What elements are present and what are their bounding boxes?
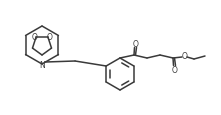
Text: N: N: [39, 60, 45, 69]
Text: O: O: [133, 40, 138, 49]
Text: O: O: [171, 65, 177, 74]
Text: O: O: [46, 33, 52, 42]
Text: O: O: [182, 52, 188, 61]
Text: O: O: [32, 33, 38, 42]
